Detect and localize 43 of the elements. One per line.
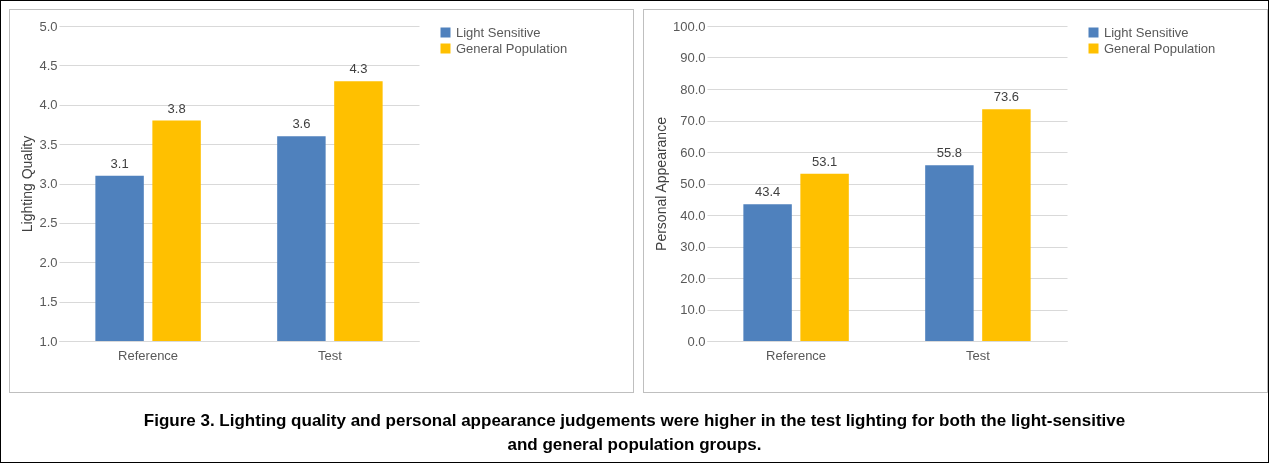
y-tick-label: 0.0 <box>687 333 706 349</box>
bar <box>743 204 792 341</box>
data-label: 3.8 <box>167 100 186 116</box>
y-tick-label: 60.0 <box>680 144 706 160</box>
y-tick-label: 3.0 <box>39 176 58 191</box>
y-tick-label: 2.0 <box>39 254 58 270</box>
data-label: 73.6 <box>993 89 1020 105</box>
data-label: 43.4 <box>754 184 781 200</box>
y-tick-label: 5.0 <box>39 18 58 34</box>
y-tick-label: 1.5 <box>39 294 58 310</box>
y-tick-label: 80.0 <box>680 81 706 97</box>
y-tick-label: 70.0 <box>680 113 706 128</box>
y-tick-label: 30.0 <box>680 239 706 254</box>
y-tick-label: 1.0 <box>39 333 58 349</box>
y-axis-title: Lighting Quality <box>19 135 36 233</box>
data-label: 3.1 <box>110 155 129 171</box>
bar <box>982 109 1031 341</box>
y-tick-label: 3.5 <box>39 136 58 152</box>
y-tick-label: 90.0 <box>680 50 706 65</box>
x-tick-label: Reference <box>766 347 827 363</box>
bar <box>925 165 974 341</box>
y-tick-label: 10.0 <box>680 302 706 317</box>
data-label: 55.8 <box>936 145 963 161</box>
legend-label: General Population <box>1104 40 1216 56</box>
data-label: 53.1 <box>811 153 838 169</box>
data-label: 4.3 <box>349 61 368 77</box>
x-tick-label: Test <box>317 347 343 363</box>
data-label: 3.6 <box>292 116 311 132</box>
x-tick-label: Test <box>965 347 991 363</box>
y-tick-label: 20.0 <box>680 270 706 286</box>
y-tick-label: 4.5 <box>39 57 58 73</box>
y-axis-title: Personal Appearance <box>652 116 669 251</box>
caption: Figure 3. Lighting quality and personal appearance judgements were higher in the test lighting for both the light-sensitive and general population groups. <box>142 410 1127 456</box>
y-tick-label: 50.0 <box>680 176 706 191</box>
bar <box>800 173 849 341</box>
y-tick-label: 4.0 <box>39 97 58 113</box>
legend-label: Light Sensitive <box>456 24 541 40</box>
legend-label: General Population <box>456 40 568 56</box>
x-tick-label: Reference <box>118 347 179 363</box>
y-tick-label: 2.5 <box>39 215 58 231</box>
y-tick-label: 40.0 <box>680 207 706 223</box>
y-tick-label: 100.0 <box>672 18 706 34</box>
legend-label: Light Sensitive <box>1104 24 1189 40</box>
